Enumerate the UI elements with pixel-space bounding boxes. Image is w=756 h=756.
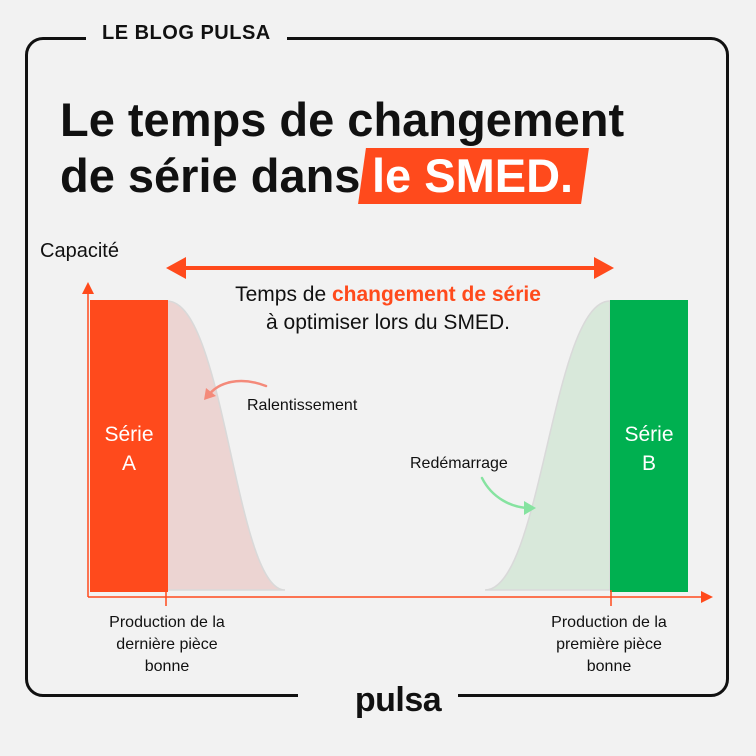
series-b-bar bbox=[610, 300, 688, 592]
first-good-part-line-1: Production de la bbox=[551, 614, 667, 631]
last-good-part-label: Production de la dernière pièce bonne bbox=[72, 612, 262, 678]
series-a-label: Série A bbox=[90, 420, 168, 478]
series-a-line-1: Série bbox=[104, 423, 154, 446]
last-good-part-line-1: Production de la bbox=[109, 614, 225, 631]
y-axis-label: Capacité bbox=[40, 240, 119, 262]
restart-curve bbox=[484, 300, 611, 591]
page-title: Le temps de changement de série dans le S… bbox=[60, 92, 720, 204]
duration-arrow-left-head bbox=[166, 257, 186, 279]
pulsa-logo: pulsa bbox=[298, 676, 458, 724]
description-suffix: à optimiser lors du SMED. bbox=[266, 311, 510, 334]
title-line-2: de série dans le SMED. bbox=[60, 148, 720, 204]
title-line-2-start: de série dans bbox=[60, 149, 361, 202]
series-b-label: Série B bbox=[610, 420, 688, 478]
series-b-line-2: B bbox=[641, 452, 656, 475]
description-highlight: changement de série bbox=[331, 283, 541, 306]
first-good-part-line-2: première pièce bbox=[556, 636, 662, 653]
slowdown-curve bbox=[166, 300, 286, 591]
last-good-part-line-3: bonne bbox=[144, 658, 190, 675]
blog-tag: LE BLOG PULSA bbox=[86, 18, 287, 48]
series-a-bar bbox=[90, 300, 168, 592]
last-good-part-line-2: dernière pièce bbox=[116, 636, 218, 653]
restart-arrow-head bbox=[524, 501, 536, 515]
first-good-part-line-3: bonne bbox=[586, 658, 632, 675]
series-a-line-2: A bbox=[121, 452, 136, 475]
first-good-part-label: Production de la première pièce bonne bbox=[514, 612, 704, 678]
logo-text: pulsa bbox=[354, 680, 442, 719]
slowdown-label: Ralentissement bbox=[247, 397, 358, 414]
slowdown-arrow-head bbox=[204, 388, 216, 400]
restart-arrow bbox=[480, 476, 532, 510]
restart-label: Redémarrage bbox=[410, 455, 508, 472]
title-line-1: Le temps de changement bbox=[60, 93, 625, 146]
description-prefix: Temps de bbox=[235, 283, 332, 306]
duration-arrow-right-head bbox=[594, 257, 614, 279]
series-b-line-1: Série bbox=[624, 423, 674, 446]
changeover-description: Temps de changement de série à optimiser… bbox=[228, 281, 548, 337]
